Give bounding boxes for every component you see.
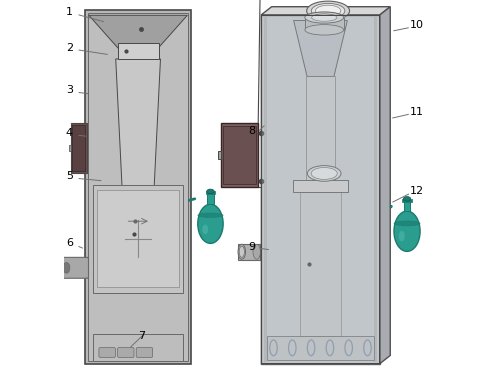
Bar: [223, 126, 256, 184]
Ellipse shape: [316, 5, 341, 16]
Ellipse shape: [63, 263, 70, 273]
Polygon shape: [89, 15, 188, 59]
Ellipse shape: [394, 221, 420, 226]
Ellipse shape: [306, 1, 350, 21]
Polygon shape: [116, 59, 160, 225]
Text: 4: 4: [66, 128, 73, 138]
Ellipse shape: [253, 244, 260, 259]
Bar: [221, 123, 258, 186]
Bar: [71, 123, 86, 173]
Bar: [261, 15, 380, 364]
Bar: [68, 145, 71, 151]
Ellipse shape: [239, 246, 244, 257]
Bar: [94, 185, 183, 293]
Bar: [402, 199, 412, 202]
Text: 5: 5: [66, 171, 73, 181]
Bar: [292, 180, 348, 192]
Polygon shape: [294, 21, 348, 76]
Bar: [261, 15, 262, 364]
Text: 10: 10: [410, 21, 424, 30]
Text: 8: 8: [248, 126, 256, 135]
Bar: [206, 191, 216, 194]
Bar: [207, 193, 214, 204]
Ellipse shape: [305, 25, 344, 35]
Ellipse shape: [312, 14, 337, 21]
Ellipse shape: [404, 197, 411, 201]
Bar: [264, 17, 267, 362]
FancyBboxPatch shape: [62, 257, 88, 278]
Text: 7: 7: [138, 331, 145, 341]
Text: 9: 9: [248, 242, 256, 252]
Bar: [261, 15, 380, 16]
Ellipse shape: [394, 211, 420, 251]
Text: 12: 12: [410, 186, 424, 196]
Bar: [218, 151, 222, 159]
Bar: [72, 125, 85, 171]
Text: 3: 3: [66, 85, 73, 95]
Ellipse shape: [206, 189, 214, 194]
Bar: [238, 244, 260, 260]
Ellipse shape: [311, 167, 338, 179]
Bar: [88, 13, 188, 361]
Ellipse shape: [308, 166, 341, 181]
Bar: [300, 192, 341, 336]
Ellipse shape: [399, 231, 405, 241]
Polygon shape: [380, 7, 390, 364]
Bar: [306, 76, 334, 180]
Polygon shape: [261, 7, 390, 15]
Ellipse shape: [305, 12, 344, 23]
Bar: [374, 17, 377, 362]
Ellipse shape: [198, 204, 223, 243]
Ellipse shape: [312, 3, 345, 18]
FancyBboxPatch shape: [136, 348, 152, 357]
Bar: [94, 334, 183, 361]
Bar: [97, 190, 179, 287]
Ellipse shape: [238, 244, 246, 259]
Ellipse shape: [198, 213, 223, 217]
FancyBboxPatch shape: [99, 348, 116, 357]
Text: 2: 2: [66, 43, 73, 53]
Bar: [379, 15, 380, 364]
Bar: [85, 10, 191, 364]
Text: 11: 11: [410, 107, 424, 117]
Bar: [404, 200, 410, 211]
FancyBboxPatch shape: [118, 348, 134, 357]
Bar: [261, 363, 380, 364]
Bar: [118, 43, 158, 59]
Text: 1: 1: [66, 7, 73, 17]
Bar: [261, 15, 380, 364]
Text: 6: 6: [66, 238, 73, 248]
Bar: [122, 216, 154, 227]
Bar: [267, 336, 374, 360]
Bar: [305, 18, 344, 30]
Ellipse shape: [202, 225, 208, 234]
